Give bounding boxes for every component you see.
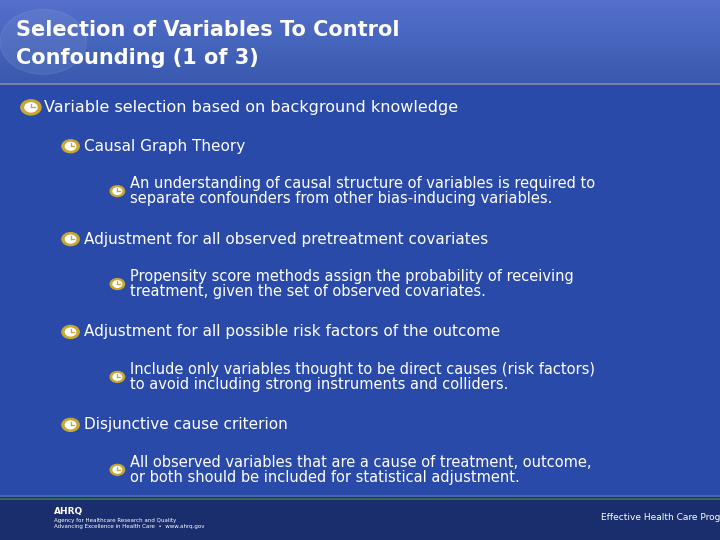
Text: or both should be included for statistical adjustment.: or both should be included for statistic… [130,470,520,484]
Text: Include only variables thought to be direct causes (risk factors): Include only variables thought to be dir… [130,362,595,377]
Text: All observed variables that are a cause of treatment, outcome,: All observed variables that are a cause … [130,455,592,470]
Circle shape [0,10,86,74]
Circle shape [110,279,125,289]
Text: Selection of Variables To Control: Selection of Variables To Control [16,20,400,40]
Text: Variable selection based on background knowledge: Variable selection based on background k… [44,100,458,115]
Circle shape [21,100,41,115]
FancyBboxPatch shape [0,496,720,540]
Circle shape [113,467,122,473]
Text: Confounding (1 of 3): Confounding (1 of 3) [16,48,258,68]
Circle shape [25,103,37,112]
Text: AHRQ: AHRQ [54,507,84,516]
Text: Agency for Healthcare Research and Quality: Agency for Healthcare Research and Quali… [54,517,176,523]
Text: Adjustment for all observed pretreatment covariates: Adjustment for all observed pretreatment… [84,232,487,247]
Circle shape [66,235,76,243]
Circle shape [113,281,122,287]
Text: Disjunctive cause criterion: Disjunctive cause criterion [84,417,287,433]
Circle shape [62,140,79,153]
Text: treatment, given the set of observed covariates.: treatment, given the set of observed cov… [130,284,486,299]
Circle shape [62,326,79,339]
Text: Propensity score methods assign the probability of receiving: Propensity score methods assign the prob… [130,269,574,284]
Circle shape [62,418,79,431]
Circle shape [110,372,125,382]
FancyBboxPatch shape [0,84,720,496]
Text: separate confounders from other bias-inducing variables.: separate confounders from other bias-ind… [130,191,553,206]
Text: Causal Graph Theory: Causal Graph Theory [84,139,245,154]
Text: Effective Health Care Program: Effective Health Care Program [601,514,720,522]
Text: Adjustment for all possible risk factors of the outcome: Adjustment for all possible risk factors… [84,325,500,340]
Text: An understanding of causal structure of variables is required to: An understanding of causal structure of … [130,177,595,191]
Text: Advancing Excellence in Health Care  •  www.ahrq.gov: Advancing Excellence in Health Care • ww… [54,524,204,529]
Circle shape [110,464,125,475]
Circle shape [110,186,125,197]
Circle shape [66,328,76,336]
Circle shape [113,374,122,380]
Circle shape [62,233,79,246]
Circle shape [66,421,76,429]
Circle shape [66,143,76,150]
Circle shape [113,188,122,194]
Text: to avoid including strong instruments and colliders.: to avoid including strong instruments an… [130,377,509,392]
